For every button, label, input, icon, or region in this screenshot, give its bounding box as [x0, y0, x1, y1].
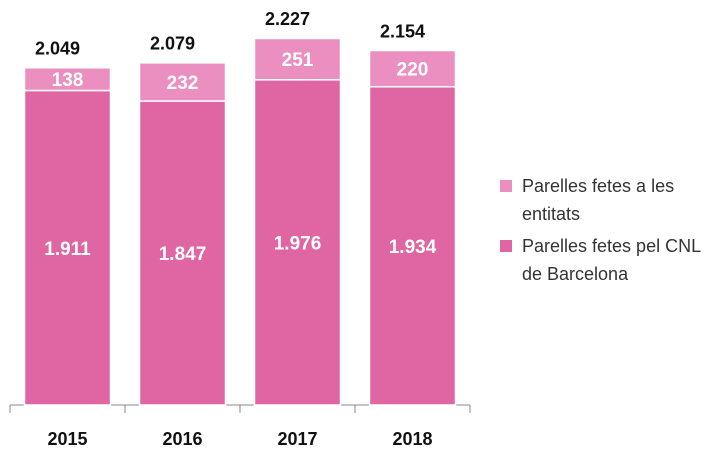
bar-segment [23, 67, 112, 92]
bar-segment [253, 37, 342, 81]
legend-label: Parelles fetes a les entitats [522, 176, 675, 224]
data-label: 138 [52, 70, 84, 91]
x-tick-label: 2016 [162, 429, 202, 449]
data-label: 1.847 [159, 244, 207, 265]
total-label: 2.079 [150, 34, 195, 54]
data-label: 232 [167, 73, 199, 94]
bar-segment [253, 79, 342, 406]
bar-segment [138, 62, 227, 102]
legend-item: Parelles fetes a les entitats [500, 172, 715, 228]
x-tick-label: 2017 [277, 429, 317, 449]
legend-swatch [500, 240, 512, 252]
total-label: 2.154 [380, 21, 425, 41]
data-label: 220 [397, 60, 429, 81]
legend-item: Parelles fetes pel CNL de Barcelona [500, 232, 715, 288]
legend-label: Parelles fetes pel CNL de Barcelona [522, 236, 701, 284]
data-label: 1.911 [44, 239, 91, 260]
total-label: 2.227 [265, 9, 310, 29]
data-label: 251 [282, 50, 314, 71]
bar-segment [23, 89, 112, 406]
legend-swatch [500, 180, 512, 192]
x-tick-label: 2018 [392, 429, 432, 449]
total-label: 2.049 [35, 39, 80, 59]
data-label: 1.934 [389, 237, 437, 258]
bar-segment [138, 100, 227, 406]
bar-segment [368, 49, 457, 88]
data-label: 1.976 [274, 233, 322, 254]
x-tick-label: 2015 [47, 429, 87, 449]
